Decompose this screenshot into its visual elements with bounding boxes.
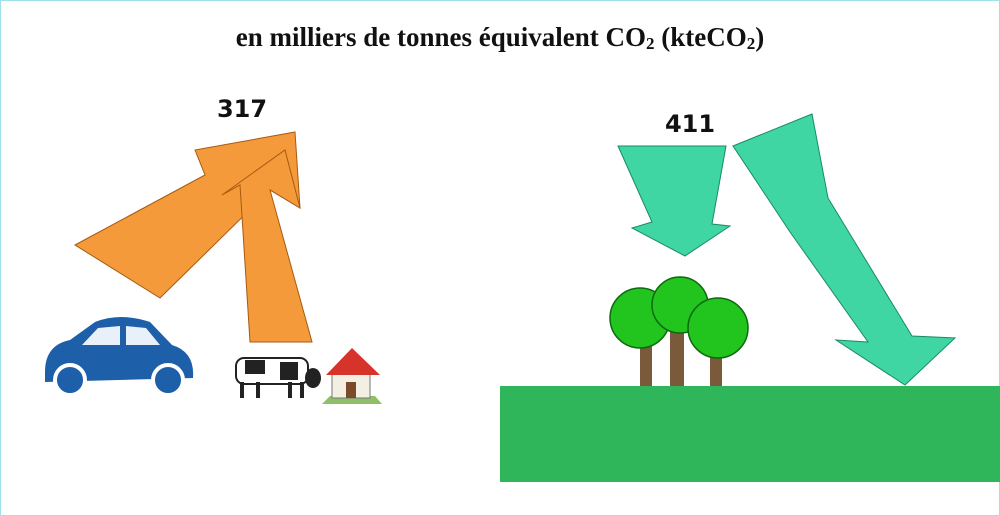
title-subscript: 2 — [646, 34, 655, 53]
infographic: en milliers de tonnes équivalent CO2 (kt… — [0, 0, 1000, 516]
emission-value: 317 — [217, 95, 267, 123]
title: en milliers de tonnes équivalent CO2 (kt… — [236, 22, 764, 53]
sequestration-value: 411 — [665, 110, 715, 138]
title-part: ) — [755, 22, 764, 52]
ground — [500, 386, 1000, 482]
title-part: en milliers de tonnes équivalent CO — [236, 22, 646, 52]
title-part: (kteCO — [655, 22, 747, 52]
title-subscript: 2 — [747, 34, 756, 53]
